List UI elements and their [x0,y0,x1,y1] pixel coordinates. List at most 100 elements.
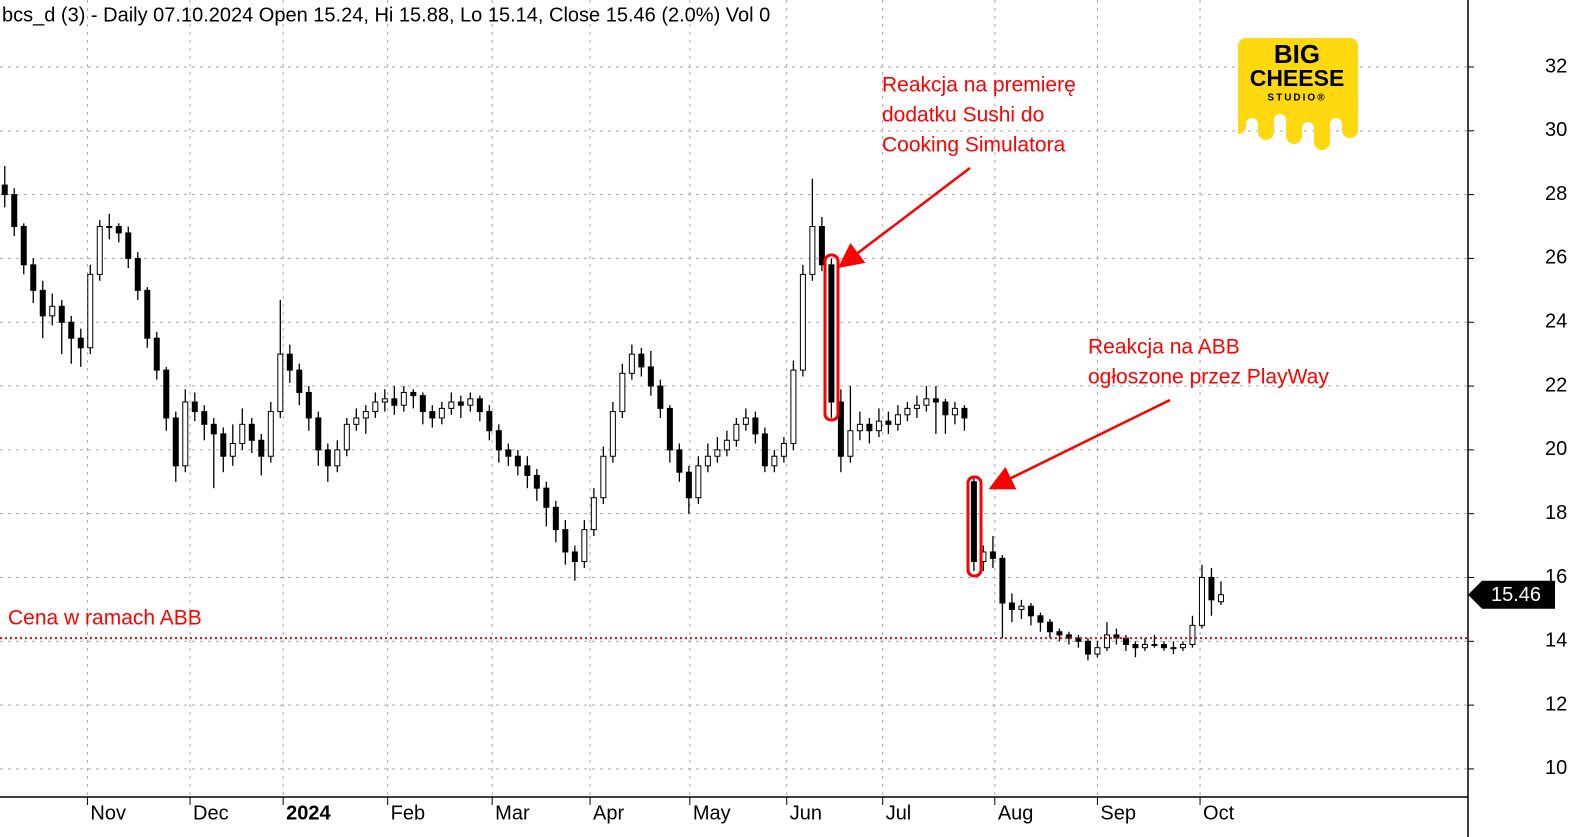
candle-body [695,465,702,499]
candle-body [1141,643,1148,649]
candle-body [134,257,141,291]
candle-body [267,411,274,457]
candle-body [96,226,103,275]
logo-text: CHEESE [1250,65,1345,91]
candle-body [438,407,445,419]
candle-body [1189,624,1196,645]
annotation: Cooking Simulatora [882,134,1066,157]
candle-body [239,423,246,444]
candle-body [913,404,920,409]
annotation: dodatku Sushi do [882,104,1044,127]
candle-body [1018,605,1025,610]
candle-body [419,395,426,413]
candle-body [410,391,417,397]
candle-body [1027,605,1034,617]
logo-shape [1238,38,1358,150]
candle-body [68,321,75,339]
candle-body [562,529,569,553]
candle-body [201,411,208,425]
candle-body [847,430,854,457]
candle-body [58,305,65,323]
reference-label: Cena w ramach ABB [8,607,202,630]
candle-body [429,411,436,419]
candle-body [258,439,265,457]
candle-body [172,417,179,467]
x-tick-label: Jul [886,802,912,824]
candle-body [752,417,759,435]
y-tick-label: 28 [1545,183,1567,205]
logo-text: BIG [1274,39,1320,69]
candle-body [609,411,616,457]
chart-title: bcs_d (3) - Daily 07.10.2024 Open 15.24,… [2,4,770,26]
candle-body [49,305,56,317]
candle-body [761,433,768,467]
candle-body [619,372,626,413]
y-tick-label: 14 [1545,630,1567,652]
candle-body [486,411,493,432]
candle-body [657,385,664,409]
candle-body [1075,637,1082,642]
candle-body [30,264,37,291]
y-tick-label: 24 [1545,311,1567,333]
candle-body [144,289,151,339]
candle-body [875,420,882,432]
candle-body [600,455,607,499]
x-tick-label: Sep [1100,802,1136,824]
candle-body [324,449,331,467]
candle-body [182,401,189,467]
candle-body [856,423,863,432]
candle-body [1008,602,1015,610]
candle-body [780,442,787,457]
annotation: Reakcja na ABB [1088,336,1240,359]
candle-body [391,398,398,406]
candles [1,165,1224,661]
candle-body [457,401,464,406]
candle-body [248,423,255,441]
candle-body [571,551,578,563]
candle-body [923,398,930,406]
candle-body [448,401,455,409]
candle-body [1,184,8,196]
candle-body [799,273,806,371]
y-tick-label: 12 [1545,693,1567,715]
candle-body [885,420,892,425]
x-tick-label: Jun [790,802,822,824]
candle-body [210,423,217,435]
candle-body [790,369,797,444]
y-tick-label: 10 [1545,757,1567,779]
candle-body [514,455,521,467]
candle-body [828,264,835,403]
candle-body [685,471,692,499]
candle-body [704,455,711,467]
y-tick-label: 18 [1545,502,1567,524]
candle-body [723,439,730,451]
candle-body [229,442,236,457]
candle-body [543,487,550,508]
y-tick-label: 30 [1545,119,1567,141]
candle-body [315,417,322,451]
candle-body [125,232,132,259]
x-tick-label: May [693,802,731,824]
candle-body [372,401,379,413]
candle-body [163,369,170,419]
candle-body [837,401,844,457]
candle-body [581,529,588,563]
candle-body [400,391,407,406]
candle-body [1103,634,1110,649]
highlight [823,253,840,422]
candle-body [343,423,350,451]
candle-body [818,226,825,266]
candle-body [115,226,122,234]
candle-body [951,407,958,416]
x-tick-label: Mar [495,802,530,824]
candle-body [742,417,749,425]
candle-body [1094,647,1101,655]
candle-body [961,407,968,419]
candle-body [353,417,360,425]
candle-body [296,369,303,393]
candle-body [676,449,683,473]
candle-body [1132,643,1139,649]
highlight [966,475,983,578]
candle-body [467,398,474,406]
candle-body [809,226,816,275]
